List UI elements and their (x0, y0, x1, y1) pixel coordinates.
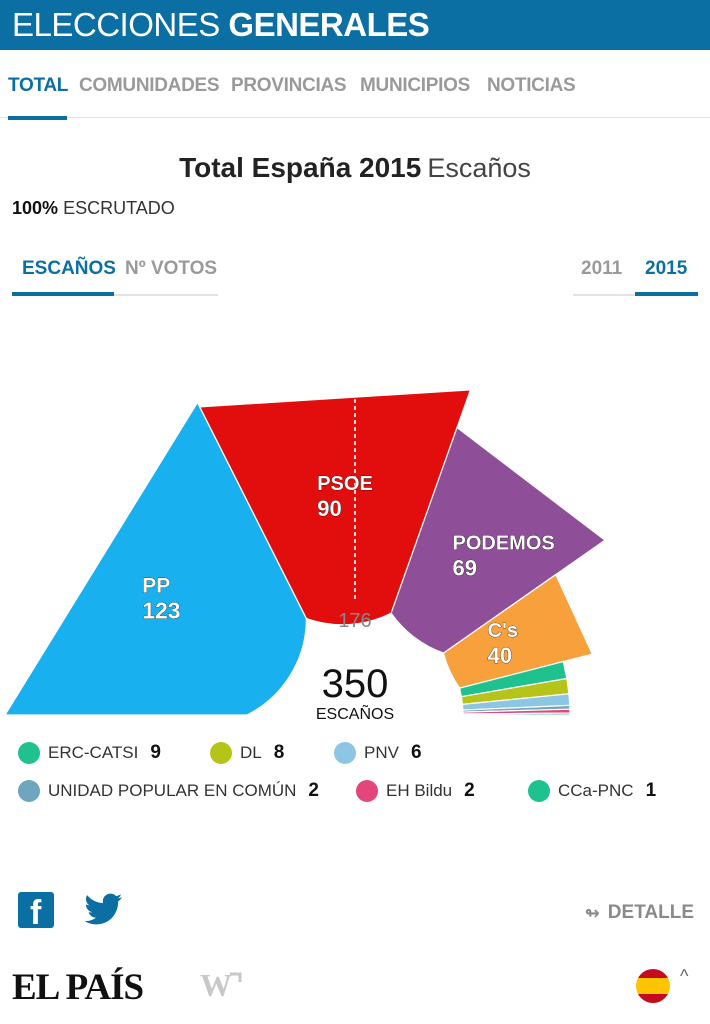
spain-flag-icon[interactable] (636, 969, 670, 1003)
tab-provincias[interactable]: PROVINCIAS (231, 75, 347, 96)
legend-dot (18, 780, 40, 802)
segment-label-value: 123 (142, 598, 180, 624)
svg-text:W: W (200, 968, 232, 1002)
detalle-link[interactable]: ↬ DETALLE (585, 902, 694, 924)
tab-comunidades[interactable]: COMUNIDADES (79, 75, 220, 96)
page-title-main: Total España 2015 (179, 152, 422, 183)
main-nav: TOTAL COMUNIDADES PROVINCIAS MUNICIPIOS … (0, 50, 710, 118)
legend-dot (210, 742, 232, 764)
header: ELECCIONES GENERALES (0, 0, 710, 50)
legend-value: 6 (410, 742, 422, 763)
tab-total[interactable]: TOTAL (8, 75, 69, 96)
legend-name: PNV (364, 743, 399, 762)
segment-label-name: PODEMOS (453, 532, 555, 554)
nav-active-indicator (8, 116, 67, 120)
legend-dot (334, 742, 356, 764)
legend-item: PNV 6 (334, 738, 422, 768)
header-title-light: ELECCIONES (12, 6, 220, 43)
segment-label-name: C's (488, 620, 518, 642)
scrutiny-percent: 100% (12, 198, 59, 218)
header-title-bold: GENERALES (228, 6, 430, 43)
twitter-icon[interactable] (84, 893, 124, 927)
detalle-label: DETALLE (607, 902, 694, 923)
view-tab-indicator (12, 292, 114, 296)
tab-year-2015[interactable]: 2015 (645, 258, 688, 279)
segment-label-value: 40 (488, 643, 512, 668)
majority-number: 176 (338, 610, 371, 632)
year-tab-indicator (635, 292, 698, 296)
facebook-icon[interactable]: f (18, 892, 54, 932)
legend-name: CCa-PNC (558, 781, 634, 800)
scrutiny-status: 100% ESCRUTADO (12, 198, 175, 219)
legend-dot (528, 780, 550, 802)
tab-noticias[interactable]: NOTICIAS (487, 75, 576, 96)
total-seats-label: ESCAÑOS (316, 703, 394, 723)
year-tabs: 2011 2015 (573, 258, 698, 296)
legend-item: UNIDAD POPULAR EN COMÚN 2 (18, 776, 319, 806)
segment-dl[interactable] (460, 677, 570, 706)
tab-votos[interactable]: Nº VOTOS (125, 258, 218, 279)
legend-item: ERC-CATSI 9 (18, 738, 161, 768)
tab-year-2011[interactable]: 2011 (581, 258, 623, 279)
legend-dot (18, 742, 40, 764)
segment-label-name: PSOE (317, 473, 373, 495)
legend-value: 2 (308, 780, 319, 801)
legend-value: 8 (273, 742, 285, 763)
view-tabs: ESCAÑOS Nº VOTOS (12, 258, 218, 296)
page-title: Total España 2015 Escaños (0, 152, 710, 184)
el-pais-logo[interactable]: EL PAÍS (12, 967, 144, 1008)
segment-c-s[interactable] (442, 573, 594, 689)
segment-label-value: 90 (317, 496, 341, 521)
legend-value: 9 (150, 742, 161, 763)
wwordpress-logo-icon: W (200, 968, 242, 1002)
legend-dot (356, 780, 378, 802)
scrutiny-label: ESCRUTADO (63, 198, 175, 218)
legend-name: UNIDAD POPULAR EN COMÚN (48, 781, 297, 800)
header-title: ELECCIONES GENERALES (12, 6, 430, 44)
legend-value: 2 (464, 780, 475, 801)
legend-name: EH Bildu (386, 781, 453, 800)
segment-label-value: 69 (453, 555, 477, 580)
legend-value: 1 (645, 780, 657, 801)
chart-segments (3, 389, 606, 716)
segment-podemos[interactable] (390, 426, 606, 654)
segment-label-name: PP (142, 575, 170, 598)
segment-cca-pnc[interactable] (462, 712, 571, 716)
tab-escanos[interactable]: ESCAÑOS (22, 258, 116, 279)
total-seats-number: 350 (322, 662, 389, 706)
tab-municipios[interactable]: MUNICIPIOS (360, 75, 470, 96)
legend-item: EH Bildu 2 (356, 776, 475, 806)
legend-name: DL (240, 743, 262, 762)
legend-name: ERC-CATSI (48, 743, 139, 762)
segment-erc-catsi[interactable] (458, 660, 568, 698)
detalle-arrow-icon: ↬ (584, 902, 600, 923)
legend-item: CCa-PNC 1 (528, 776, 656, 806)
page-title-sub: Escaños (427, 153, 531, 183)
chevron-up-icon[interactable]: ^ (680, 966, 689, 986)
legend-item: DL 8 (210, 738, 284, 768)
